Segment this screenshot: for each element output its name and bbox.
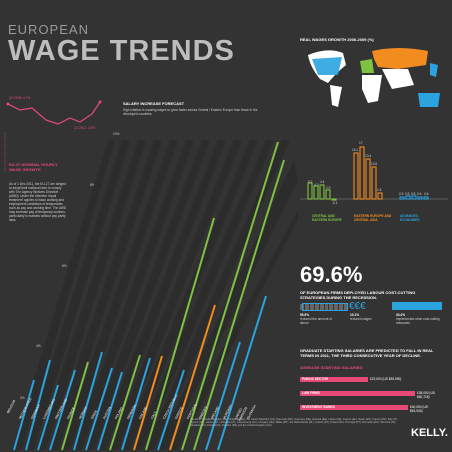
salary-row: INVESTMENT BANKS £40,000 (US $63,930) (300, 405, 440, 413)
salary-value-law: £38,000 (US $60,718) (417, 391, 435, 399)
salary-bar-public: PUBLIC SECTOR (300, 377, 368, 382)
rw-label: 13.4 (365, 154, 372, 158)
rw-label: 17 (359, 141, 363, 145)
country-label: BELGIUM (6, 399, 17, 414)
orange-group-bars (353, 146, 383, 200)
y-tick-4: 4% (36, 344, 41, 348)
south-america-shape (330, 85, 342, 107)
graduate-text: GRADUATE STARTING SALARIES ARE PREDICTED… (300, 348, 434, 358)
rw-label: 0.6 (417, 192, 422, 196)
cost-cutting-percent: 69.6% (300, 262, 363, 287)
country-label: AUSTRIA (102, 405, 113, 420)
eu-nominal-line (7, 101, 101, 125)
kelly-logo: KELLY. (411, 427, 448, 439)
stat-wages: 10.1% reduced wages (350, 313, 372, 321)
end-point (98, 100, 102, 104)
salary-value-investment: £40,000 (US $63,930) (410, 405, 428, 413)
rw-label: 0.9 (405, 192, 410, 196)
salary-bar-law: LAW FIRMS (300, 391, 415, 396)
country-label: GREECE (174, 406, 184, 420)
salary-row: LAW FIRMS £38,000 (US $60,718) (300, 391, 440, 399)
y-tick-8: 8% (90, 183, 95, 187)
country-label: SPAIN (90, 409, 98, 420)
country-label: POLAND (114, 406, 124, 420)
world-map (308, 48, 440, 107)
europe-shape (360, 59, 374, 73)
real-wages-bar-chart (300, 146, 448, 201)
people-icons-1 (300, 304, 349, 310)
eu-nominal-title: EU-27 NOMINAL HOURLY WAGE GROWTH (9, 162, 58, 172)
q1-2011-label: Q1 2011: 2.6% (74, 126, 96, 130)
salary-row: PUBLIC SECTOR £22,600 (US $35,990) (300, 377, 440, 382)
rw-label: 4.3 (314, 183, 319, 187)
dark-bars (12, 140, 298, 450)
salary-forecast-chart (12, 140, 298, 451)
russia-shape (372, 48, 428, 69)
real-wages-title: REAL WAGES GROWTH 2000-2009 (%) (300, 37, 374, 42)
rw-label: 1.8 (377, 188, 382, 192)
country-label: FINLAND (138, 405, 148, 420)
country-label: DENMARK (126, 403, 138, 420)
rw-label: 2.9 (326, 186, 331, 190)
stat-other: 30.4% implemented other cost-cutting mea… (396, 313, 440, 325)
group-label-advanced: ADVANCED ECONOMIES (400, 214, 420, 222)
rw-label: 5.2 (308, 180, 313, 184)
salary-forecast-subtitle: High inflation is causing wages to grow … (123, 108, 258, 116)
graduate-subtitle: AVERAGE STARTING SALARIES: (300, 365, 364, 370)
rw-label: 10.6 (371, 162, 378, 166)
rw-label: 0.8 (411, 192, 416, 196)
other-measures-bar (392, 302, 442, 310)
country-label: ITALY (150, 410, 158, 420)
colored-lines (13, 141, 285, 451)
north-america-blue (312, 57, 342, 75)
salary-bar-investment: INVESTMENT BANKS (300, 405, 408, 410)
salary-value-public: £22,600 (US $35,990) (370, 377, 402, 381)
title-line2: WAGE TRENDS (8, 35, 235, 67)
rw-label: 4.4 (320, 180, 325, 184)
africa-shape (362, 75, 382, 103)
q1-2006-label: Q1 2006: 4.7% (9, 96, 31, 100)
asia-shape (382, 69, 414, 89)
y-tick-6: 6% (62, 264, 67, 268)
blue-group-bars (399, 195, 429, 200)
country-label: GERMANY (30, 403, 42, 420)
rw-label: -0.1 (332, 201, 338, 205)
country-label: NORWAY (78, 405, 89, 420)
group-label-cee: CENTRAL AND EASTERN EUROPE (312, 214, 342, 222)
y-tick-10: 10% (113, 132, 120, 136)
japan-shape (430, 63, 438, 77)
y-tick-2: 2% (20, 396, 25, 400)
rw-label: 0.6 (424, 192, 429, 196)
country-label: FRANCE (66, 406, 76, 420)
salary-forecast-title: SALARY INCREASE FORECAST (123, 101, 185, 106)
start-point (6, 102, 10, 106)
eu-nominal-line-chart (4, 100, 102, 172)
title-line1: EUROPEAN (8, 22, 89, 37)
cost-cutting-text: OF EUROPEAN FIRMS DEPLOYED LABOUR COST-C… (300, 290, 416, 300)
rw-label: 0.5 (399, 192, 404, 196)
labour-bar (302, 303, 348, 311)
green-group-bars (307, 182, 337, 201)
group-label-eeca: EASTERN EUROPE AND CENTRAL ASIA (354, 214, 392, 222)
rw-label: 15.1 (352, 148, 359, 152)
australia-shape (418, 93, 440, 107)
stat-labour: 59.5% reduced the amount of labour (300, 313, 332, 325)
eu-nominal-body: As of 1 Dec 2011, the EU-27 are obliged … (9, 182, 67, 222)
footnote: The EU27 includes Belgium (BE), Bulgaria… (190, 418, 398, 428)
euro-icon: €€€ (349, 301, 366, 312)
